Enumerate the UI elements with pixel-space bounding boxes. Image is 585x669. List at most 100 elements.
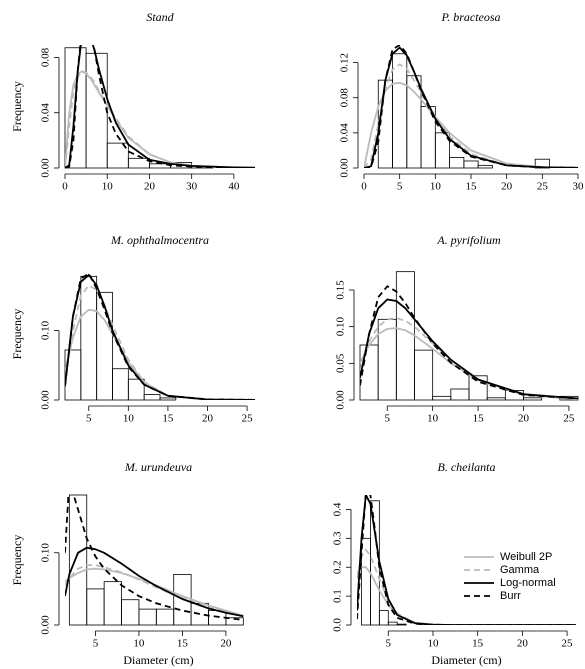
y-tick-label: 0.00	[40, 615, 52, 635]
y-tick-label: 0.05	[335, 353, 347, 373]
x-tick-label: 15	[466, 181, 478, 193]
fit-curve	[360, 316, 578, 400]
x-tick-label: 10	[123, 413, 135, 425]
x-tick-label: 25	[242, 413, 254, 425]
histogram-bar	[80, 275, 98, 401]
y-tick-label: 0.00	[339, 158, 351, 178]
histogram-bar	[396, 623, 407, 626]
fit-curve	[65, 567, 244, 617]
histogram-bar	[96, 291, 113, 401]
histogram-bar	[450, 388, 470, 401]
fit-curve	[65, 45, 255, 168]
histogram-bar	[106, 142, 129, 169]
panel-title: B. cheilanta	[438, 460, 496, 474]
histogram-bar	[159, 397, 177, 401]
x-tick-label: 15	[473, 413, 485, 425]
histogram-bar	[143, 394, 161, 401]
x-tick-label: 5	[385, 413, 391, 425]
histogram-bar	[86, 588, 105, 626]
fit-curve	[65, 546, 244, 618]
histogram-bar	[103, 581, 122, 626]
x-tick-label: 30	[573, 181, 585, 193]
fit-curve	[360, 298, 578, 400]
x-tick-label: 30	[186, 181, 198, 193]
x-tick-label: 5	[386, 638, 392, 650]
legend-label: Gamma	[500, 564, 540, 576]
plot-area	[65, 494, 244, 626]
y-tick-label: 0.00	[40, 158, 52, 178]
x-tick-label: 10	[427, 638, 439, 650]
y-tick-label: 0.2	[332, 560, 344, 574]
y-tick-label: 0.1	[332, 589, 344, 603]
plot-area	[64, 45, 255, 169]
y-axis-label: Frequency	[10, 309, 24, 360]
x-tick-label: 10	[133, 638, 145, 650]
x-tick-label: 40	[228, 181, 240, 193]
fit-curve	[364, 63, 578, 168]
fit-curve	[364, 81, 578, 168]
y-tick-label: 0.10	[335, 317, 347, 337]
y-tick-label: 0.04	[40, 103, 52, 123]
fit-curve	[65, 308, 255, 400]
x-tick-label: 25	[562, 638, 574, 650]
x-tick-label: 20	[517, 638, 529, 650]
histogram-bar	[434, 132, 451, 169]
fit-curve	[360, 285, 578, 400]
y-tick-label: 0.10	[40, 320, 52, 340]
y-tick-label: 0.08	[339, 88, 351, 108]
histogram-bar	[432, 395, 452, 401]
y-tick-label: 0.0	[332, 618, 344, 632]
histogram-bar	[378, 610, 389, 626]
histogram-bar	[523, 397, 543, 401]
x-tick-label: 25	[537, 181, 549, 193]
plot-area	[357, 495, 576, 626]
histogram-bar	[477, 164, 493, 169]
y-tick-label: 0.12	[339, 53, 351, 72]
histogram-bar	[112, 368, 129, 401]
y-tick-label: 0.04	[339, 123, 351, 143]
x-tick-label: 0	[62, 181, 68, 193]
x-tick-label: 20	[518, 413, 530, 425]
legend-label: Weibull 2P	[500, 551, 552, 563]
fit-curve	[65, 272, 255, 400]
histogram-bar	[127, 157, 150, 169]
x-tick-label: 5	[93, 638, 99, 650]
histogram-bar	[138, 608, 157, 626]
legend-label: Log-normal	[500, 577, 556, 589]
x-axis-label: Diameter (cm)	[123, 653, 193, 667]
histogram-bar	[85, 52, 108, 169]
plot-area	[64, 272, 255, 401]
x-tick-label: 25	[563, 413, 575, 425]
fit-curve	[357, 495, 576, 625]
y-tick-label: 0.08	[40, 47, 52, 67]
x-tick-label: 20	[220, 638, 232, 650]
histogram-bar	[127, 378, 145, 401]
x-tick-label: 15	[162, 413, 174, 425]
fit-curve	[65, 284, 255, 400]
fit-curve	[65, 273, 255, 400]
x-axis-label: Diameter (cm)	[431, 653, 501, 667]
fit-curve	[357, 495, 576, 625]
histogram-bar	[468, 375, 488, 401]
y-tick-label: 0.00	[335, 390, 347, 410]
histogram-bar	[387, 621, 398, 626]
panel-title: M. ophthalmocentra	[110, 233, 209, 247]
x-tick-label: 5	[397, 181, 403, 193]
panel-title: Stand	[146, 10, 174, 24]
y-axis-label: Frequency	[10, 535, 24, 586]
y-tick-label: 0.10	[40, 543, 52, 563]
fit-curve	[364, 45, 578, 168]
histogram-bar	[486, 397, 506, 401]
histogram-bar	[392, 53, 408, 169]
fit-curve	[357, 548, 576, 625]
plot-area	[359, 271, 579, 401]
fit-curve	[65, 495, 244, 621]
x-tick-label: 0	[361, 181, 367, 193]
histogram-bar	[414, 349, 434, 401]
y-tick-label: 0.00	[40, 390, 52, 410]
histogram-bar	[225, 617, 244, 626]
x-tick-label: 5	[86, 413, 92, 425]
histogram-bar	[463, 160, 479, 169]
x-tick-label: 20	[501, 181, 513, 193]
